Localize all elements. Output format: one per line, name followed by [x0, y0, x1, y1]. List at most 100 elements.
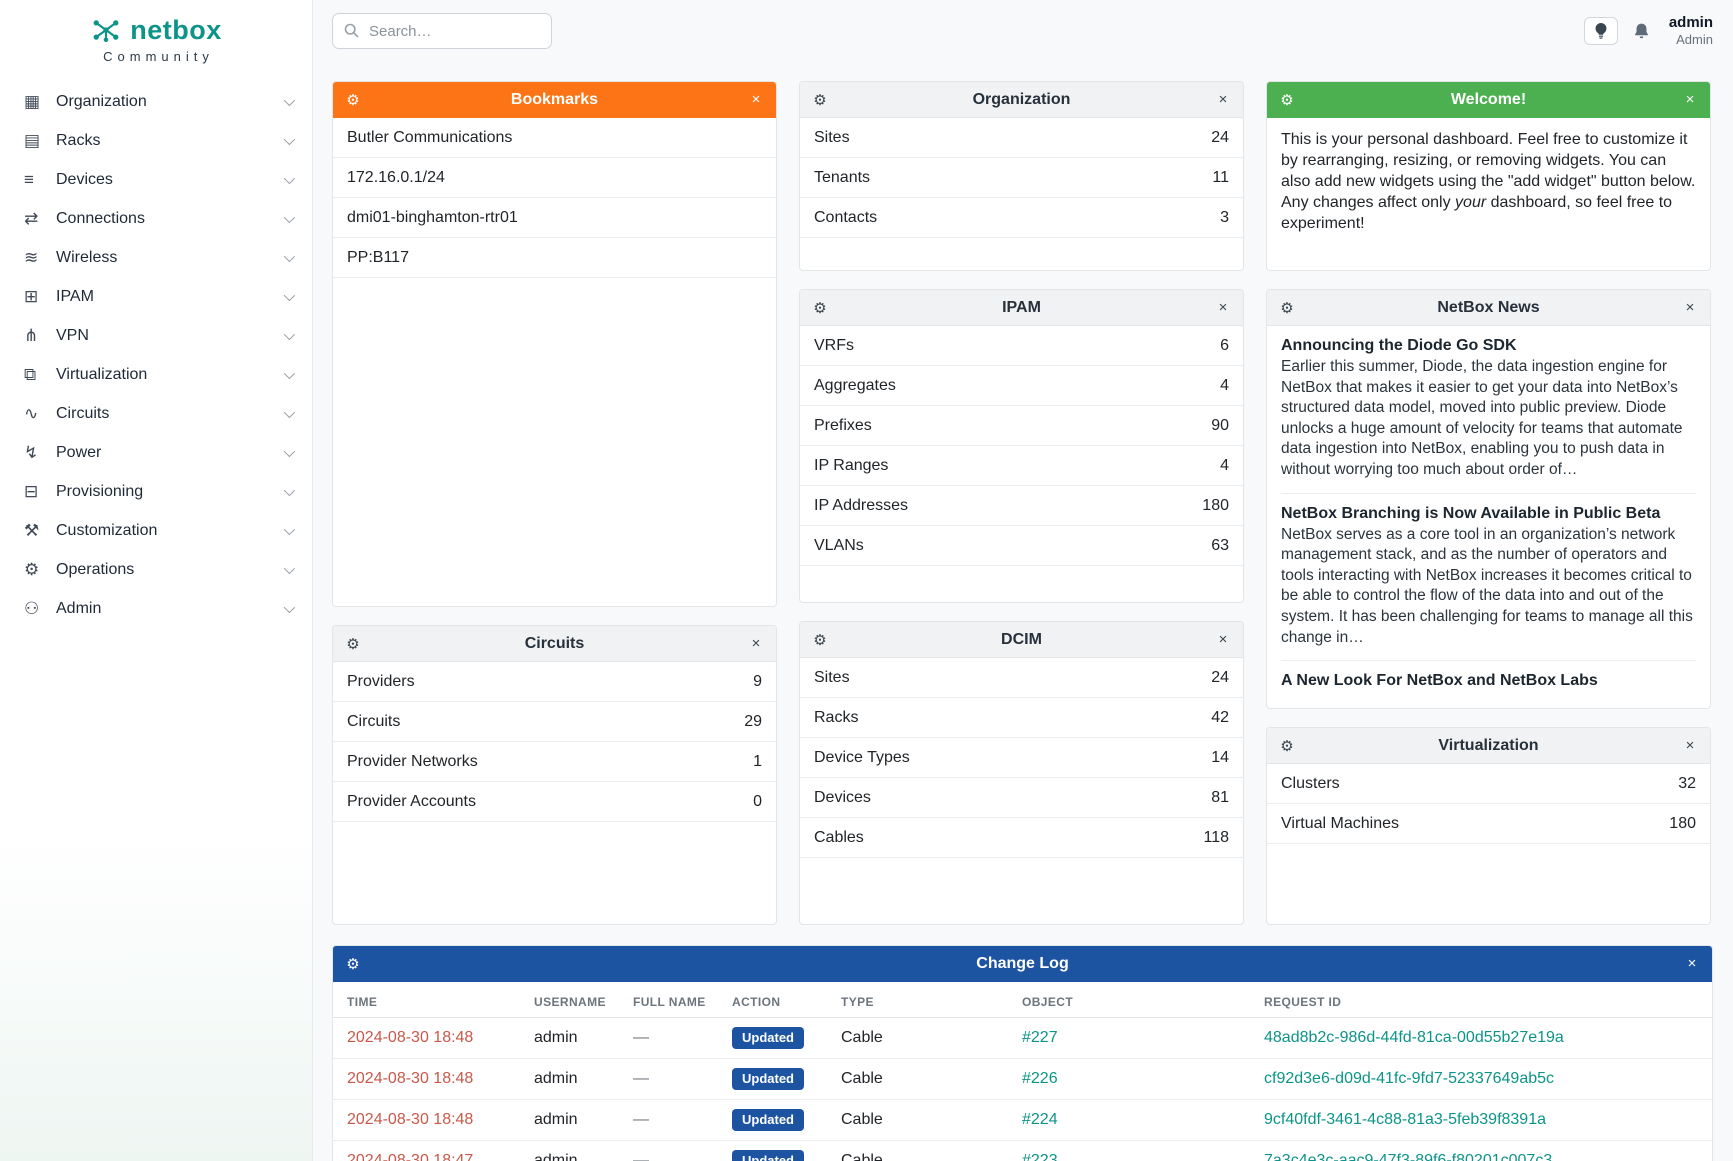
search-input[interactable] — [332, 13, 552, 49]
stat-label[interactable]: Virtual Machines — [1281, 814, 1399, 832]
stat-label[interactable]: Clusters — [1281, 774, 1340, 792]
stat-value[interactable]: 180 — [1202, 496, 1229, 514]
sidebar-item-racks[interactable]: ▤ Racks — [0, 121, 312, 160]
bookmark-link[interactable]: 172.16.0.1/24 — [333, 158, 776, 198]
stat-label[interactable]: Cables — [814, 828, 864, 846]
gear-icon[interactable]: ⚙ — [346, 635, 360, 653]
changelog-request-id-link[interactable]: 7a3c4e3c-aac9-47f3-89f6-f80201c007c3 — [1250, 1140, 1712, 1161]
changelog-time-link[interactable]: 2024-08-30 18:47 — [333, 1140, 520, 1161]
changelog-object-link[interactable]: #223 — [1008, 1140, 1250, 1161]
close-icon[interactable]: × — [1687, 955, 1697, 972]
stat-label[interactable]: Tenants — [814, 168, 871, 186]
gear-icon[interactable]: ⚙ — [813, 631, 827, 649]
changelog-time-link[interactable]: 2024-08-30 18:48 — [333, 1099, 520, 1141]
stat-value[interactable]: 0 — [753, 792, 762, 810]
stat-value[interactable]: 63 — [1211, 536, 1229, 554]
sidebar-item-virtualization[interactable]: ⧉ Virtualization — [0, 355, 312, 394]
stat-value[interactable]: 118 — [1203, 828, 1229, 846]
stat-value[interactable]: 6 — [1220, 336, 1229, 354]
stat-label[interactable]: VLANs — [814, 536, 864, 554]
close-icon[interactable]: × — [1218, 631, 1228, 648]
stat-label[interactable]: IP Ranges — [814, 456, 889, 474]
sidebar-item-power[interactable]: ↯ Power — [0, 433, 312, 472]
sidebar-item-organization[interactable]: ▦ Organization — [0, 82, 312, 121]
organization-widget-header[interactable]: ⚙ Organization × — [800, 82, 1243, 118]
changelog-request-id-link[interactable]: 48ad8b2c-986d-44fd-81ca-00d55b27e19a — [1250, 1017, 1712, 1059]
changelog-request-id-link[interactable]: 9cf40fdf-3461-4c88-81a3-5feb39f8391a — [1250, 1099, 1712, 1141]
changelog-object-link[interactable]: #224 — [1008, 1099, 1250, 1141]
stat-label[interactable]: Racks — [814, 708, 859, 726]
close-icon[interactable]: × — [1218, 91, 1228, 108]
stat-label[interactable]: IP Addresses — [814, 496, 908, 514]
stat-label[interactable]: Sites — [814, 668, 850, 686]
bookmarks-widget-header[interactable]: ⚙ Bookmarks × — [333, 82, 776, 118]
bookmark-link[interactable]: PP:B117 — [333, 238, 776, 278]
bookmark-link[interactable]: dmi01-binghamton-rtr01 — [333, 198, 776, 238]
virtualization-widget-header[interactable]: ⚙ Virtualization × — [1267, 728, 1710, 764]
changelog-object-link[interactable]: #226 — [1008, 1058, 1250, 1100]
sidebar-item-wireless[interactable]: ≋ Wireless — [0, 238, 312, 277]
circuits-widget-header[interactable]: ⚙ Circuits × — [333, 626, 776, 662]
changelog-time-link[interactable]: 2024-08-30 18:48 — [333, 1017, 520, 1059]
stat-label[interactable]: VRFs — [814, 336, 854, 354]
close-icon[interactable]: × — [1218, 299, 1228, 316]
news-item-title[interactable]: Announcing the Diode Go SDK — [1281, 337, 1517, 354]
stat-value[interactable]: 90 — [1211, 416, 1229, 434]
theme-toggle-button[interactable] — [1583, 16, 1618, 45]
changelog-time-link[interactable]: 2024-08-30 18:48 — [333, 1058, 520, 1100]
close-icon[interactable]: × — [1685, 91, 1695, 108]
sidebar-item-operations[interactable]: ⚙ Operations — [0, 550, 312, 589]
stat-label[interactable]: Aggregates — [814, 376, 896, 394]
close-icon[interactable]: × — [751, 635, 761, 652]
stat-value[interactable]: 32 — [1678, 774, 1696, 792]
gear-icon[interactable]: ⚙ — [1280, 299, 1294, 317]
stat-label[interactable]: Devices — [814, 788, 871, 806]
changelog-request-id-link[interactable]: cf92d3e6-d09d-41fc-9fd7-52337649ab5c — [1250, 1058, 1712, 1100]
stat-value[interactable]: 180 — [1669, 814, 1696, 832]
ipam-widget-header[interactable]: ⚙ IPAM × — [800, 290, 1243, 326]
stat-value[interactable]: 11 — [1212, 168, 1229, 186]
dcim-widget-header[interactable]: ⚙ DCIM × — [800, 622, 1243, 658]
stat-label[interactable]: Contacts — [814, 208, 878, 226]
stat-value[interactable]: 1 — [753, 752, 762, 770]
sidebar-item-devices[interactable]: ≡ Devices — [0, 160, 312, 199]
sidebar-item-customization[interactable]: ⚒ Customization — [0, 511, 312, 550]
sidebar-item-vpn[interactable]: ⋔ VPN — [0, 316, 312, 355]
stat-label[interactable]: Provider Networks — [347, 752, 478, 770]
stat-value[interactable]: 29 — [744, 712, 762, 730]
news-item-title[interactable]: A New Look For NetBox and NetBox Labs — [1281, 672, 1598, 690]
sidebar-item-admin[interactable]: ⚇ Admin — [0, 589, 312, 628]
stat-value[interactable]: 4 — [1220, 376, 1229, 394]
stat-value[interactable]: 3 — [1220, 208, 1229, 226]
close-icon[interactable]: × — [751, 91, 761, 108]
stat-label[interactable]: Provider Accounts — [347, 792, 476, 810]
news-widget-header[interactable]: ⚙ NetBox News × — [1267, 290, 1710, 326]
stat-value[interactable]: 24 — [1211, 668, 1229, 686]
gear-icon[interactable]: ⚙ — [346, 91, 360, 109]
sidebar-item-provisioning[interactable]: ⊟ Provisioning — [0, 472, 312, 511]
stat-label[interactable]: Prefixes — [814, 416, 872, 434]
sidebar-item-circuits[interactable]: ∿ Circuits — [0, 394, 312, 433]
stat-label[interactable]: Providers — [347, 672, 415, 690]
gear-icon[interactable]: ⚙ — [1280, 91, 1294, 109]
gear-icon[interactable]: ⚙ — [346, 955, 360, 973]
close-icon[interactable]: × — [1685, 737, 1695, 754]
gear-icon[interactable]: ⚙ — [813, 299, 827, 317]
notifications-button[interactable] — [1631, 17, 1652, 45]
welcome-widget-header[interactable]: ⚙ Welcome! × — [1267, 82, 1710, 118]
changelog-object-link[interactable]: #227 — [1008, 1017, 1250, 1059]
stat-value[interactable]: 24 — [1211, 128, 1229, 146]
user-menu[interactable]: admin Admin — [1669, 14, 1713, 47]
bookmark-link[interactable]: Butler Communications — [333, 118, 776, 158]
changelog-widget-header[interactable]: ⚙ Change Log × — [333, 946, 1712, 982]
close-icon[interactable]: × — [1685, 299, 1695, 316]
stat-value[interactable]: 9 — [753, 672, 762, 690]
stat-value[interactable]: 81 — [1211, 788, 1229, 806]
gear-icon[interactable]: ⚙ — [813, 91, 827, 109]
netbox-logo[interactable]: netbox Community — [0, 14, 312, 64]
stat-label[interactable]: Sites — [814, 128, 850, 146]
stat-value[interactable]: 42 — [1211, 708, 1229, 726]
news-item-title[interactable]: NetBox Branching is Now Available in Pub… — [1281, 504, 1661, 522]
gear-icon[interactable]: ⚙ — [1280, 737, 1294, 755]
stat-value[interactable]: 14 — [1211, 748, 1229, 766]
